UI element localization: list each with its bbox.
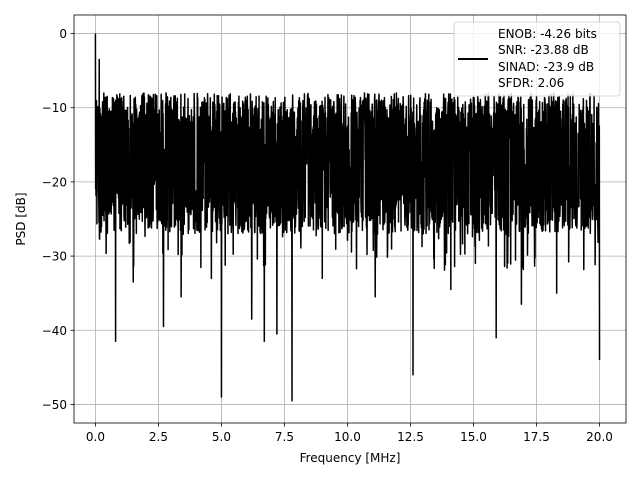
x-tick-label: 17.5	[523, 430, 550, 444]
legend-entry-sinad: SINAD: -23.9 dB	[498, 60, 594, 74]
x-axis-label: Frequency [MHz]	[300, 451, 401, 465]
legend-entry-snr: SNR: -23.88 dB	[498, 43, 589, 57]
y-tick-label: −10	[42, 101, 67, 115]
x-tick-label: 7.5	[275, 430, 294, 444]
legend-entry-enob: ENOB: -4.26 bits	[498, 27, 597, 41]
x-tick-label: 0.0	[86, 430, 105, 444]
legend-box	[453, 21, 621, 97]
x-tick-label: 2.5	[149, 430, 168, 444]
legend-entry-sfdr: SFDR: 2.06	[498, 76, 564, 90]
y-axis-label: PSD [dB]	[14, 192, 28, 245]
axes-frame	[73, 14, 627, 424]
x-tick-label: 15.0	[460, 430, 487, 444]
y-tick-label: −20	[42, 175, 67, 189]
x-tick-label: 12.5	[397, 430, 424, 444]
y-tick-label: −40	[42, 324, 67, 338]
y-tick-label: −50	[42, 398, 67, 412]
y-tick-label: −30	[42, 250, 67, 264]
psd-series-line	[94, 33, 601, 402]
x-tick-label: 10.0	[334, 430, 361, 444]
plot-area	[94, 33, 601, 402]
y-tick-label: 0	[59, 27, 67, 41]
axis-ticks: 0.0 2.5 5.0 7.5 10.0 12.5 15.0 17.5 20.0 0 −10 −20 −…	[42, 27, 613, 444]
x-tick-label: 5.0	[212, 430, 231, 444]
x-tick-label: 20.0	[586, 430, 613, 444]
legend: ENOB: -4.26 bits SNR: -23.88 dB SINAD: -…	[453, 21, 621, 97]
